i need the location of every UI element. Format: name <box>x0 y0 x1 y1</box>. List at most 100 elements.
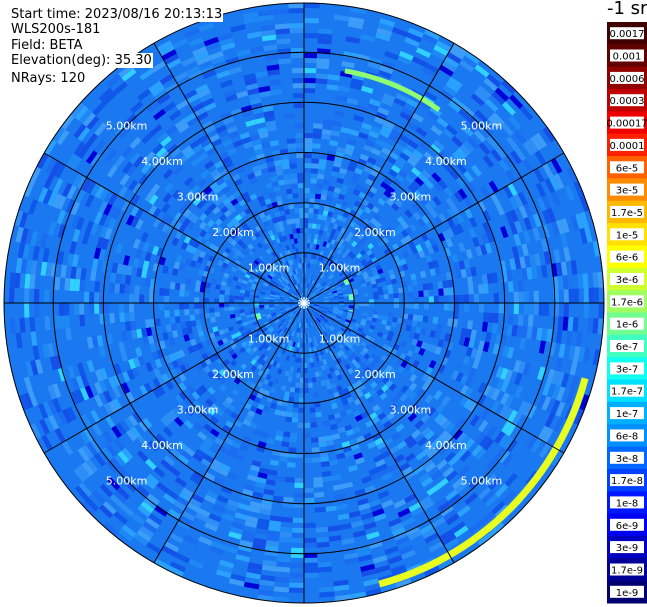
field-cell <box>197 269 205 276</box>
field-cell <box>436 116 449 129</box>
field-cell <box>401 229 409 238</box>
field-cell <box>247 562 263 570</box>
field-cell <box>474 64 490 78</box>
range-ring-label: 5.00km <box>461 120 503 133</box>
field-cell <box>154 505 168 517</box>
field-cell <box>361 568 377 577</box>
field-cell <box>294 208 300 214</box>
field-cell <box>272 276 278 281</box>
field-cell <box>341 275 348 281</box>
field-cell <box>550 191 561 207</box>
colorbar-label-bg <box>610 295 644 308</box>
field-cell <box>199 92 213 103</box>
field-cell <box>396 317 403 324</box>
field-cell <box>254 396 262 404</box>
field-cell <box>365 281 372 287</box>
field-cell <box>208 267 216 274</box>
field-cell <box>77 126 91 142</box>
field-cell <box>270 312 276 316</box>
field-cell <box>289 304 295 307</box>
field-cell <box>370 279 377 285</box>
field-cell <box>592 349 601 366</box>
field-cell <box>524 255 532 268</box>
field-cell <box>23 376 33 393</box>
field-cell <box>301 263 304 268</box>
field-cell <box>327 211 334 218</box>
field-cell <box>296 327 299 333</box>
field-cell <box>129 152 141 165</box>
field-cell <box>94 122 108 137</box>
field-cell <box>289 432 298 438</box>
field-cell <box>309 357 314 363</box>
field-cell <box>297 178 304 184</box>
field-cell <box>446 51 462 64</box>
field-cell <box>267 69 280 76</box>
field-cell <box>234 295 240 300</box>
field-cell <box>221 513 235 522</box>
field-cell <box>313 336 317 342</box>
field-cell <box>25 229 34 245</box>
field-cell <box>37 187 49 203</box>
field-cell <box>48 221 57 236</box>
field-cell <box>468 520 484 534</box>
field-cell <box>532 227 541 241</box>
field-cell <box>219 79 233 89</box>
field-cell <box>288 587 304 593</box>
field-cell <box>505 211 515 225</box>
field-cell <box>408 391 417 400</box>
field-cell <box>478 435 491 448</box>
field-cell <box>183 362 192 371</box>
field-cell <box>253 112 265 120</box>
field-cell <box>294 268 298 274</box>
field-cell <box>335 317 341 322</box>
field-cell <box>279 300 285 302</box>
field-cell <box>275 266 281 272</box>
field-cell <box>428 359 437 369</box>
field-cell <box>290 325 294 331</box>
field-cell <box>342 481 354 489</box>
field-cell <box>118 126 131 140</box>
field-cell <box>281 516 293 523</box>
field-cell <box>49 356 58 371</box>
field-cell <box>385 198 395 207</box>
field-cell <box>347 231 354 239</box>
field-cell <box>296 153 304 159</box>
field-cell <box>292 292 297 297</box>
field-cell <box>373 295 379 300</box>
field-cell <box>243 344 250 351</box>
field-cell <box>377 22 394 32</box>
field-cell <box>322 318 328 324</box>
field-cell <box>279 456 288 463</box>
field-cell <box>446 207 456 218</box>
field-cell <box>183 397 193 407</box>
field-cell <box>399 462 411 472</box>
field-cell <box>209 545 224 555</box>
field-cell <box>404 234 413 243</box>
field-cell <box>378 445 389 455</box>
field-cell <box>292 78 304 84</box>
field-cell <box>490 148 503 162</box>
field-cell <box>333 110 345 118</box>
field-cell <box>279 308 285 311</box>
field-cell <box>211 278 218 285</box>
field-cell <box>317 329 322 335</box>
field-cell <box>507 183 518 197</box>
field-cell <box>248 469 259 477</box>
field-cell <box>293 291 298 296</box>
field-cell <box>239 312 246 317</box>
field-cell <box>271 180 280 188</box>
field-cell <box>266 125 277 132</box>
field-cell <box>440 505 454 517</box>
field-cell <box>511 246 520 259</box>
field-cell <box>304 367 308 373</box>
range-ring-label: 3.00km <box>390 191 432 204</box>
field-cell <box>304 58 317 64</box>
field-cell <box>315 356 320 362</box>
field-cell <box>330 325 336 330</box>
field-cell <box>112 398 123 411</box>
field-cell <box>403 493 417 504</box>
field-cell <box>93 394 104 408</box>
field-cell <box>413 297 419 303</box>
field-cell <box>122 161 133 174</box>
field-cell <box>259 90 272 98</box>
